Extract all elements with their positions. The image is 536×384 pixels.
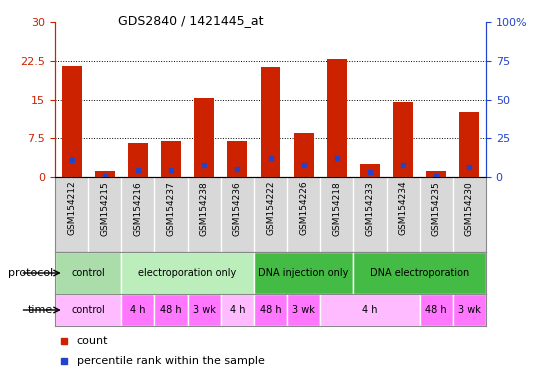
- Bar: [227, 141, 247, 177]
- Text: protocol: protocol: [8, 268, 53, 278]
- Text: GSM154238: GSM154238: [200, 181, 209, 235]
- Text: 3 wk: 3 wk: [193, 305, 215, 315]
- FancyBboxPatch shape: [154, 294, 188, 326]
- Bar: [459, 113, 479, 177]
- Text: GSM154234: GSM154234: [399, 181, 407, 235]
- Text: GSM154212: GSM154212: [67, 181, 76, 235]
- FancyBboxPatch shape: [320, 294, 420, 326]
- Text: 3 wk: 3 wk: [458, 305, 481, 315]
- FancyBboxPatch shape: [121, 294, 154, 326]
- Bar: [360, 164, 380, 177]
- Text: GSM154216: GSM154216: [133, 181, 143, 235]
- FancyBboxPatch shape: [55, 294, 121, 326]
- FancyBboxPatch shape: [121, 252, 254, 294]
- Bar: [62, 66, 81, 177]
- Text: control: control: [71, 305, 105, 315]
- Text: count: count: [77, 336, 108, 346]
- Text: percentile rank within the sample: percentile rank within the sample: [77, 356, 264, 366]
- Text: electroporation only: electroporation only: [138, 268, 237, 278]
- FancyBboxPatch shape: [254, 252, 353, 294]
- Text: 4 h: 4 h: [362, 305, 378, 315]
- Text: GSM154236: GSM154236: [233, 181, 242, 235]
- Text: 3 wk: 3 wk: [292, 305, 315, 315]
- FancyBboxPatch shape: [221, 294, 254, 326]
- Text: DNA injection only: DNA injection only: [258, 268, 349, 278]
- Text: GSM154230: GSM154230: [465, 181, 474, 235]
- Bar: [426, 171, 446, 177]
- Text: GSM154218: GSM154218: [332, 181, 341, 235]
- FancyBboxPatch shape: [420, 294, 453, 326]
- Bar: [95, 171, 115, 177]
- Text: time: time: [28, 305, 53, 315]
- Bar: [260, 67, 280, 177]
- Bar: [327, 59, 347, 177]
- Text: GSM154215: GSM154215: [100, 181, 109, 235]
- Text: 48 h: 48 h: [426, 305, 447, 315]
- FancyBboxPatch shape: [188, 294, 221, 326]
- Text: 48 h: 48 h: [160, 305, 182, 315]
- Bar: [294, 133, 314, 177]
- Text: GSM154226: GSM154226: [299, 181, 308, 235]
- Text: DNA electroporation: DNA electroporation: [370, 268, 470, 278]
- Text: GSM154237: GSM154237: [167, 181, 175, 235]
- Bar: [194, 98, 214, 177]
- FancyBboxPatch shape: [287, 294, 320, 326]
- Text: 4 h: 4 h: [229, 305, 245, 315]
- FancyBboxPatch shape: [353, 252, 486, 294]
- Bar: [393, 102, 413, 177]
- Bar: [128, 143, 148, 177]
- Text: GSM154233: GSM154233: [366, 181, 375, 235]
- Text: 4 h: 4 h: [130, 305, 146, 315]
- Text: GDS2840 / 1421445_at: GDS2840 / 1421445_at: [118, 14, 263, 27]
- Text: control: control: [71, 268, 105, 278]
- Text: 48 h: 48 h: [259, 305, 281, 315]
- FancyBboxPatch shape: [254, 294, 287, 326]
- Text: GSM154222: GSM154222: [266, 181, 275, 235]
- FancyBboxPatch shape: [453, 294, 486, 326]
- FancyBboxPatch shape: [55, 252, 121, 294]
- Bar: [161, 141, 181, 177]
- Text: GSM154235: GSM154235: [432, 181, 441, 235]
